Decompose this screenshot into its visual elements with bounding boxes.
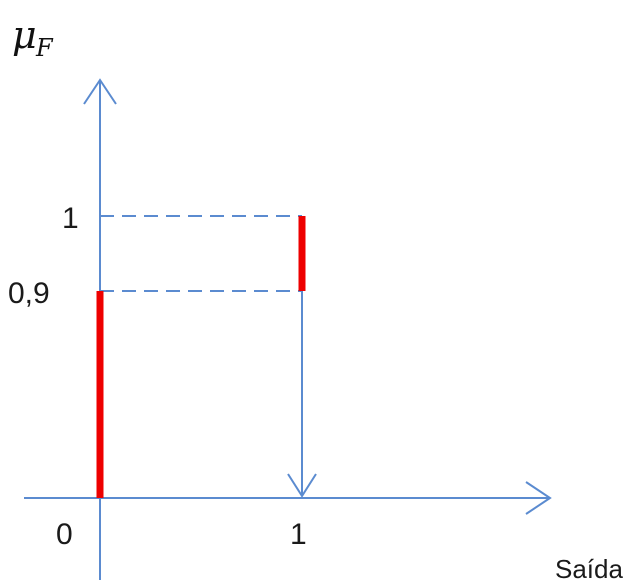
x-axis-arrowhead xyxy=(525,481,552,515)
x-axis-label: Saída xyxy=(555,554,623,583)
y-tick-1: 1 xyxy=(62,202,79,235)
y-axis-arrowhead xyxy=(83,78,117,105)
x-tick-1: 1 xyxy=(290,518,307,551)
guides xyxy=(100,215,302,292)
mu-subscript: F xyxy=(35,34,54,62)
mu-symbol: μ xyxy=(12,13,37,57)
y-tick-0-9: 0,9 xyxy=(8,277,50,310)
y-axis-label: μ F xyxy=(12,13,54,62)
down-arrowhead xyxy=(287,473,317,498)
x-tick-0: 0 xyxy=(56,518,73,551)
highlight-segments xyxy=(96,216,306,498)
down-arrow xyxy=(287,291,317,498)
